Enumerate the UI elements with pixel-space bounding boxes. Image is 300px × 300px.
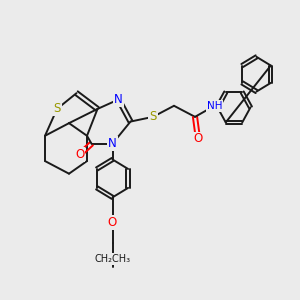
Text: NH: NH (207, 101, 222, 111)
Text: O: O (108, 216, 117, 229)
Text: N: N (114, 93, 123, 106)
Text: CH₂CH₃: CH₂CH₃ (94, 254, 130, 264)
Text: S: S (53, 102, 61, 116)
Text: N: N (108, 137, 117, 150)
Text: O: O (194, 132, 202, 146)
Text: O: O (75, 148, 84, 161)
Text: S: S (149, 110, 157, 123)
